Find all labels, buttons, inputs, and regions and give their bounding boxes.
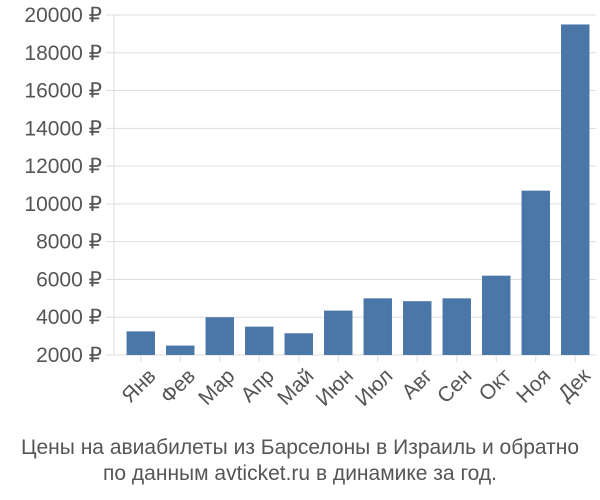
y-tick-label: 14000 ₽ — [24, 117, 102, 140]
bar — [363, 298, 392, 355]
x-tick-label: Окт — [475, 364, 517, 406]
y-tick-label: 18000 ₽ — [24, 42, 102, 65]
bar — [561, 24, 590, 355]
bar — [442, 298, 471, 355]
bar — [482, 275, 511, 355]
y-tick-label: 12000 ₽ — [24, 155, 102, 178]
x-tick-label: Июл — [351, 364, 397, 410]
y-tick-label: 6000 ₽ — [36, 268, 102, 291]
x-tick-label: Ноя — [512, 364, 555, 407]
bar — [126, 331, 155, 355]
y-tick-label: 4000 ₽ — [36, 306, 102, 329]
x-tick-label: Мар — [194, 364, 239, 409]
y-tick-label: 2000 ₽ — [36, 344, 102, 367]
x-tick-label: Июн — [312, 364, 358, 410]
y-axis: 2000 ₽ 4000 ₽ 6000 ₽ 8000 ₽ 10000 ₽ 12000 ₽ 14… — [24, 4, 115, 367]
x-tick-label: Дек — [554, 364, 596, 406]
bars — [126, 24, 590, 355]
y-tick-label: 10000 ₽ — [24, 193, 102, 216]
bar — [245, 326, 274, 355]
x-tick-label: Апр — [237, 364, 279, 406]
chart-caption-line-1: Цены на авиабилеты из Барселоны в Израил… — [20, 436, 580, 459]
y-tick-label: 16000 ₽ — [24, 80, 102, 103]
y-tick-label: 8000 ₽ — [36, 231, 102, 254]
x-tick-label: Янв — [117, 364, 160, 407]
price-chart: 2000 ₽ 4000 ₽ 6000 ₽ 8000 ₽ 10000 ₽ 12000 ₽ 14… — [24, 4, 596, 411]
bar — [166, 345, 195, 355]
bar — [403, 301, 432, 355]
x-tick-label: Фев — [156, 364, 200, 408]
bar — [205, 317, 234, 355]
x-tick-label: Сен — [433, 364, 476, 407]
bar — [521, 190, 550, 355]
bar — [284, 333, 313, 355]
y-tick-label: 20000 ₽ — [24, 4, 102, 27]
chart-caption-line-2: по данным avticket.ru в динамике за год. — [103, 462, 497, 485]
x-tick-label: Авг — [397, 364, 437, 404]
grid-lines — [114, 14, 596, 356]
x-tick-label: Май — [273, 364, 318, 409]
bar — [324, 310, 353, 355]
